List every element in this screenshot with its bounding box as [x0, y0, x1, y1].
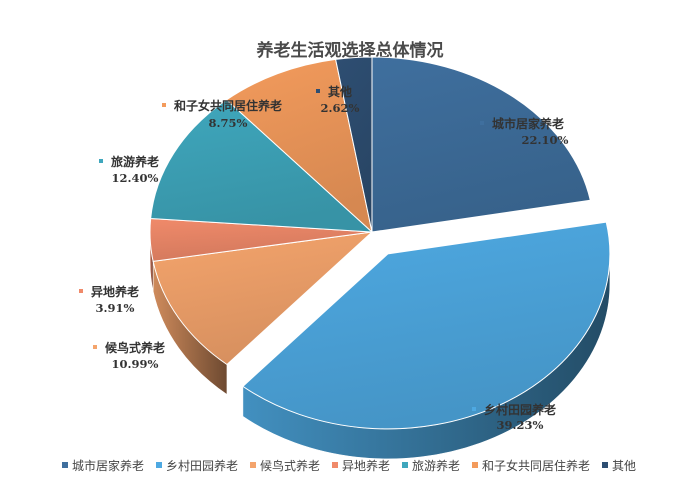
slice-label-value-3: 10.99% [112, 357, 159, 371]
pie-slice-5 [150, 99, 374, 233]
slice-label-6: 和子女共同居住养老 8.75% [162, 98, 282, 130]
slice-label-value-2: 39.23% [497, 418, 544, 432]
legend-item-4: 异地养老 [332, 458, 390, 473]
label-marker-7 [316, 89, 320, 93]
slice-label-name-2: 乡村田园养老 [484, 402, 556, 417]
slice-label-value-4: 3.91% [96, 301, 135, 315]
legend-swatch-3 [250, 462, 256, 468]
legend-item-2: 乡村田园养老 [156, 458, 238, 473]
legend-label-6: 和子女共同居住养老 [482, 458, 590, 473]
legend-swatch-2 [156, 462, 162, 468]
slice-label-value-1: 22.10% [522, 133, 569, 147]
label-marker-3 [93, 345, 97, 349]
pie-slice-1 [371, 56, 591, 233]
slice-label-5: 旅游养老 12.40% [99, 154, 159, 185]
legend-label-2: 乡村田园养老 [166, 458, 238, 473]
label-marker-4 [79, 289, 83, 293]
slice-label-name-1: 城市居家养老 [492, 116, 564, 131]
slice-label-name-7: 其他 [328, 84, 352, 99]
slice-label-name-6: 和子女共同居住养老 [173, 98, 282, 113]
slice-label-value-6: 8.75% [209, 116, 248, 130]
label-marker-5 [99, 159, 103, 163]
legend-item-7: 其他 [602, 459, 636, 473]
pie-slice-6 [225, 58, 373, 234]
label-marker-1 [480, 121, 484, 125]
pie-slice-3 [152, 231, 374, 366]
legend-swatch-7 [602, 462, 608, 468]
legend-swatch-4 [332, 462, 338, 468]
legend-swatch-1 [62, 462, 68, 468]
legend-item-3: 候鸟式养老 [250, 458, 320, 473]
slice-label-name-5: 旅游养老 [111, 154, 159, 169]
legend-item-6: 和子女共同居住养老 [472, 458, 590, 473]
legend-item-5: 旅游养老 [402, 458, 460, 473]
chart-title: 养老生活观选择总体情况 [256, 40, 444, 61]
pie-slice-7 [335, 56, 373, 233]
legend-label-7: 其他 [612, 459, 636, 473]
legend-label-1: 城市居家养老 [72, 458, 144, 473]
slice-label-7: 其他 2.62% [316, 84, 360, 115]
label-marker-6 [162, 103, 166, 107]
slice-label-1: 城市居家养老 22.10% [480, 116, 569, 147]
slice-label-name-4: 异地养老 [91, 284, 139, 299]
legend-swatch-5 [402, 462, 408, 468]
legend-label-5: 旅游养老 [412, 458, 460, 473]
pie-slice-2 [242, 221, 611, 430]
legend-item-1: 城市居家养老 [62, 458, 144, 473]
legend-label-3: 候鸟式养老 [260, 458, 320, 473]
legend-swatch-6 [472, 462, 478, 468]
legend-label-4: 异地养老 [342, 458, 390, 473]
label-marker-2 [472, 407, 476, 411]
slice-label-4: 异地养老 3.91% [79, 284, 139, 315]
slice-label-value-5: 12.40% [112, 171, 159, 185]
slice-label-3: 候鸟式养老 10.99% [93, 340, 165, 371]
slice-label-value-7: 2.62% [321, 101, 360, 115]
slice-label-name-3: 候鸟式养老 [105, 340, 165, 355]
